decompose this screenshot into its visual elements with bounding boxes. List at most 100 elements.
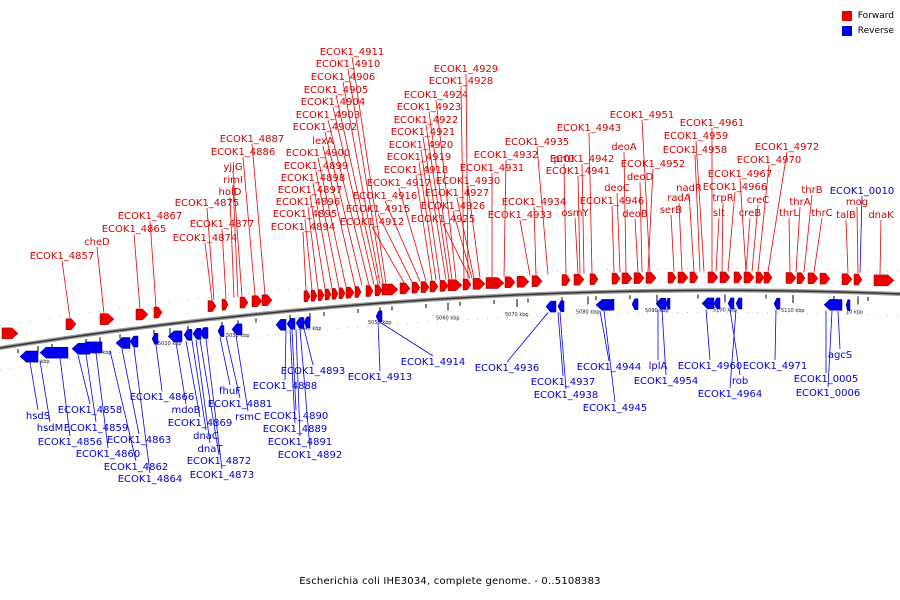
- forward-gene-label[interactable]: ECOK1_4905: [304, 85, 369, 96]
- reverse-gene-label[interactable]: ECOK1_0006: [796, 388, 861, 399]
- reverse-gene-label[interactable]: ECOK1_4856: [38, 437, 103, 448]
- reverse-gene-label[interactable]: ECOK1_4893: [281, 366, 346, 377]
- reverse-gene-label[interactable]: ECOK1_4945: [583, 403, 648, 414]
- forward-gene-label[interactable]: ECOK1_4935: [505, 137, 570, 148]
- forward-gene-label[interactable]: ECOK1_4865: [102, 224, 167, 235]
- forward-gene-label[interactable]: ECOK1_4874: [173, 233, 238, 244]
- forward-gene-label[interactable]: thrC: [811, 208, 832, 219]
- forward-gene-label[interactable]: ECOK1_4912: [340, 217, 405, 228]
- forward-gene-label[interactable]: deoD: [627, 172, 654, 183]
- forward-gene-label[interactable]: ECOK1_4904: [301, 97, 366, 108]
- forward-gene-label[interactable]: ECOK1_4933: [488, 210, 553, 221]
- forward-gene-label[interactable]: deoA: [611, 142, 637, 153]
- forward-gene-label[interactable]: deoB: [622, 209, 648, 220]
- forward-gene-label[interactable]: rimI: [223, 175, 243, 186]
- forward-gene-label[interactable]: ECOK1_4857: [30, 251, 95, 262]
- reverse-gene-label[interactable]: dnaT: [198, 444, 224, 455]
- forward-gene-label[interactable]: ECOK1_4958: [663, 145, 728, 156]
- forward-gene-label[interactable]: ECOK1_4920: [389, 140, 454, 151]
- reverse-gene-label[interactable]: ECOK1_4872: [187, 456, 252, 467]
- reverse-gene-label[interactable]: ECOK1_4866: [130, 392, 195, 403]
- reverse-gene-label[interactable]: ECOK1_4863: [107, 435, 172, 446]
- forward-gene-label[interactable]: ECOK1_4886: [211, 147, 276, 158]
- reverse-gene-label[interactable]: ECOK1_4869: [168, 418, 233, 429]
- reverse-gene-label[interactable]: hsdM: [37, 423, 64, 434]
- forward-gene-label[interactable]: ECOK1_4921: [391, 127, 456, 138]
- reverse-gene-label[interactable]: ECOK1_4862: [104, 462, 169, 473]
- forward-gene-label[interactable]: osmY: [561, 208, 589, 219]
- forward-gene-label[interactable]: ECOK1_4926: [421, 201, 486, 212]
- forward-gene-label[interactable]: radA: [667, 193, 691, 204]
- forward-gene-label[interactable]: thrA: [789, 197, 810, 208]
- forward-gene-label[interactable]: holD: [219, 187, 242, 198]
- forward-gene-label[interactable]: ECOK1_4951: [610, 110, 675, 121]
- reverse-gene-label[interactable]: ECOK1_4960: [678, 361, 743, 372]
- forward-gene-label[interactable]: ECOK1_4895: [273, 209, 338, 220]
- reverse-gene-label[interactable]: rob: [732, 376, 748, 387]
- forward-gene-label[interactable]: ECOK1_4961: [680, 118, 745, 129]
- reverse-gene-label[interactable]: ECOK1_4881: [208, 399, 273, 410]
- reverse-gene-label[interactable]: ECOK1_4873: [190, 470, 255, 481]
- forward-gene-label[interactable]: thrL: [779, 208, 799, 219]
- reverse-gene-label[interactable]: ECOK1_4858: [58, 405, 123, 416]
- forward-gene-label[interactable]: dnaK: [868, 210, 894, 221]
- forward-gene-label[interactable]: ECOK1_4924: [404, 90, 469, 101]
- forward-gene-label[interactable]: ECOK1_4877: [190, 219, 255, 230]
- forward-gene-label[interactable]: ECOK1_4972: [755, 142, 820, 153]
- forward-gene-label[interactable]: serB: [660, 205, 682, 216]
- reverse-gene-label[interactable]: rsmC: [235, 412, 261, 423]
- forward-gene-label[interactable]: ECOK1_4952: [621, 159, 686, 170]
- forward-gene-label[interactable]: ECOK1_4966: [703, 182, 768, 193]
- forward-gene-label[interactable]: ECOK1_4927: [425, 188, 490, 199]
- forward-gene-label[interactable]: thrB: [801, 185, 822, 196]
- forward-gene-label[interactable]: ECOK1_4911: [320, 47, 385, 58]
- reverse-gene-label[interactable]: ECOK1_4889: [263, 424, 328, 435]
- forward-gene-label[interactable]: ECOK1_4894: [271, 222, 336, 233]
- forward-gene-label[interactable]: ECOK1_4934: [502, 197, 567, 208]
- reverse-gene-label[interactable]: ECOK1_4888: [253, 381, 318, 392]
- forward-gene-label[interactable]: ECOK1_4922: [394, 115, 459, 126]
- reverse-gene-label[interactable]: ECOK1_4914: [401, 357, 466, 368]
- reverse-gene-label[interactable]: ECOK1_4938: [534, 390, 599, 401]
- reverse-gene-label[interactable]: ECOK1_4964: [698, 389, 763, 400]
- reverse-gene-label[interactable]: ECOK1_4859: [64, 423, 129, 434]
- reverse-gene-label[interactable]: mdoB: [171, 405, 200, 416]
- forward-gene-label[interactable]: ECOK1_4900: [286, 148, 351, 159]
- forward-gene-label[interactable]: ECOK1_4919: [387, 152, 452, 163]
- reverse-gene-label[interactable]: ECOK1_0010: [830, 186, 895, 197]
- forward-gene-label[interactable]: nadR: [676, 183, 702, 194]
- forward-gene-label[interactable]: ECOK1_4896: [276, 197, 341, 208]
- forward-gene-label[interactable]: ECOK1_4929: [434, 64, 499, 75]
- reverse-gene-label[interactable]: agcS: [828, 350, 852, 361]
- forward-gene-label[interactable]: slt: [713, 208, 725, 219]
- forward-gene-label[interactable]: ECOK1_4928: [429, 76, 494, 87]
- forward-gene-label[interactable]: ECOK1_4967: [708, 169, 773, 180]
- forward-gene-label[interactable]: deoC: [604, 183, 630, 194]
- forward-gene-label[interactable]: ECOK1_4906: [311, 72, 376, 83]
- forward-gene-label[interactable]: trpR: [712, 193, 733, 204]
- forward-gene-label[interactable]: ECOK1_4923: [397, 102, 462, 113]
- forward-gene-label[interactable]: ECOK1_4903: [296, 110, 361, 121]
- forward-gene-label[interactable]: ECOK1_4943: [557, 123, 622, 134]
- reverse-gene-label[interactable]: ECOK1_4936: [475, 363, 540, 374]
- forward-gene-label[interactable]: prfC: [554, 154, 575, 165]
- reverse-gene-label[interactable]: ECOK1_4954: [634, 376, 699, 387]
- forward-gene-label[interactable]: ECOK1_4915: [346, 204, 411, 215]
- forward-gene-label[interactable]: talB: [836, 210, 856, 221]
- forward-gene-label[interactable]: creB: [739, 208, 762, 219]
- forward-gene-label[interactable]: ECOK1_4917: [367, 178, 432, 189]
- forward-gene-label[interactable]: lexA: [312, 136, 334, 147]
- forward-gene-label[interactable]: ECOK1_4925: [411, 214, 476, 225]
- forward-gene-label[interactable]: ECOK1_4875: [175, 198, 240, 209]
- forward-gene-label[interactable]: ECOK1_4942: [550, 154, 615, 165]
- forward-gene-label[interactable]: ECOK1_4867: [118, 211, 183, 222]
- reverse-gene-label[interactable]: ECOK1_4860: [76, 449, 141, 460]
- reverse-gene-label[interactable]: ECOK1_4937: [531, 377, 596, 388]
- forward-gene-label[interactable]: ECOK1_4887: [220, 134, 285, 145]
- reverse-gene-label[interactable]: ECOK1_4891: [268, 437, 333, 448]
- forward-gene-label[interactable]: ECOK1_4931: [460, 163, 525, 174]
- forward-gene-label[interactable]: ECOK1_4898: [281, 173, 346, 184]
- reverse-gene-label[interactable]: lplA: [649, 361, 668, 372]
- forward-gene-label[interactable]: creC: [747, 195, 770, 206]
- forward-gene-label[interactable]: ECOK1_4941: [546, 166, 611, 177]
